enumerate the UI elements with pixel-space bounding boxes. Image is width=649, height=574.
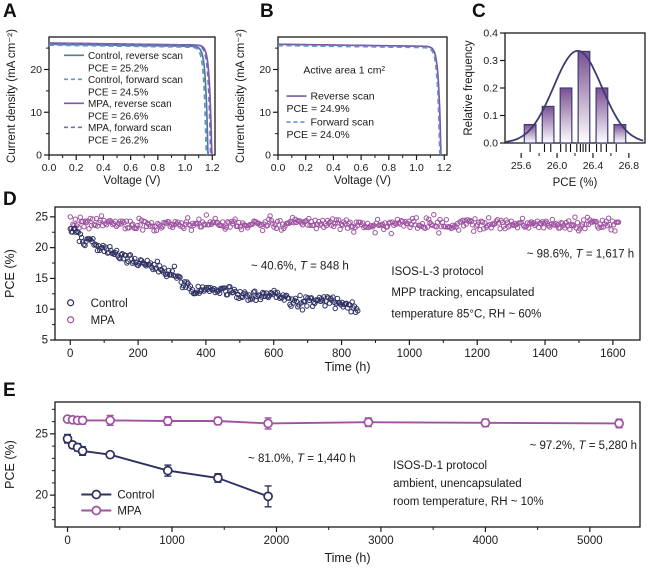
svg-text:0.4: 0.4 [326, 162, 341, 174]
svg-text:5: 5 [42, 335, 48, 347]
svg-text:0: 0 [67, 348, 73, 360]
svg-text:0.6: 0.6 [354, 162, 369, 174]
svg-text:1000: 1000 [159, 535, 185, 547]
svg-text:10: 10 [30, 107, 42, 119]
svg-text:ISOS-D-1 protocol: ISOS-D-1 protocol [393, 460, 487, 472]
svg-text:4000: 4000 [473, 535, 499, 547]
svg-text:Current density (mA cm⁻²): Current density (mA cm⁻²) [235, 29, 247, 163]
svg-text:MPP tracking, encapsulated: MPP tracking, encapsulated [391, 287, 534, 299]
svg-text:20: 20 [259, 64, 271, 76]
panel-b-label: B [260, 1, 274, 22]
svg-text:400: 400 [196, 348, 215, 360]
svg-text:0.0: 0.0 [483, 138, 498, 150]
svg-text:1200: 1200 [464, 348, 490, 360]
svg-text:0.8: 0.8 [382, 162, 397, 174]
svg-text:20: 20 [35, 242, 48, 254]
svg-text:MPA: MPA [117, 506, 141, 518]
svg-text:Control, forward scan: Control, forward scan [88, 75, 183, 86]
svg-text:Voltage (V): Voltage (V) [334, 175, 391, 187]
svg-text:0.4: 0.4 [96, 162, 111, 174]
svg-text:1400: 1400 [532, 348, 558, 360]
svg-text:~ 97.2%, T = 5,280 h: ~ 97.2%, T = 5,280 h [530, 440, 637, 452]
svg-text:15: 15 [35, 273, 48, 285]
svg-text:Current density (mA cm⁻²): Current density (mA cm⁻²) [6, 29, 18, 163]
svg-text:Control: Control [91, 298, 128, 310]
svg-text:1000: 1000 [397, 348, 423, 360]
svg-text:0.1: 0.1 [483, 110, 498, 122]
svg-text:26.8: 26.8 [619, 160, 640, 172]
svg-text:0.2: 0.2 [69, 162, 84, 174]
svg-text:3000: 3000 [368, 535, 394, 547]
svg-text:room temperature, RH ~ 10%: room temperature, RH ~ 10% [393, 496, 544, 508]
svg-text:20: 20 [35, 490, 48, 502]
svg-text:0.0: 0.0 [271, 162, 286, 174]
svg-text:0.6: 0.6 [123, 162, 138, 174]
svg-text:800: 800 [332, 348, 351, 360]
svg-text:PCE (%): PCE (%) [3, 249, 17, 298]
svg-text:Reverse scan: Reverse scan [310, 91, 374, 103]
svg-text:temperature 85°C, RH ~ 60%: temperature 85°C, RH ~ 60% [391, 308, 541, 320]
svg-text:PCE = 25.2%: PCE = 25.2% [88, 63, 148, 74]
svg-text:5000: 5000 [577, 535, 603, 547]
svg-text:1.0: 1.0 [178, 162, 193, 174]
svg-text:0.2: 0.2 [298, 162, 313, 174]
svg-text:Control: Control [117, 490, 154, 502]
panel-c-label: C [472, 1, 486, 22]
svg-text:25: 25 [35, 211, 48, 223]
svg-text:~ 81.0%, T = 1,440 h: ~ 81.0%, T = 1,440 h [248, 453, 355, 465]
svg-text:25: 25 [35, 428, 48, 440]
svg-text:1.2: 1.2 [205, 162, 220, 174]
svg-text:0: 0 [64, 535, 70, 547]
svg-text:26.0: 26.0 [547, 160, 568, 172]
svg-text:MPA, reverse scan: MPA, reverse scan [88, 99, 172, 110]
svg-text:Relative frequency: Relative frequency [463, 40, 475, 135]
svg-text:0.4: 0.4 [483, 28, 498, 40]
svg-text:PCE = 26.6%: PCE = 26.6% [88, 111, 148, 122]
svg-text:PCE (%): PCE (%) [3, 440, 17, 489]
svg-text:PCE = 26.2%: PCE = 26.2% [88, 135, 148, 146]
svg-text:Active area 1 cm²: Active area 1 cm² [303, 65, 385, 77]
svg-text:0: 0 [265, 150, 271, 162]
svg-text:Time (h): Time (h) [324, 551, 370, 565]
svg-text:PCE = 24.5%: PCE = 24.5% [88, 87, 148, 98]
panel-a-jv-chart: 0.0 0.2 0.4 0.6 0.8 1.0 1.2 0 10 20 Voltage (V) Cur… [6, 29, 220, 187]
panel-a-label: A [3, 1, 17, 22]
svg-text:10: 10 [35, 304, 48, 316]
svg-text:10: 10 [259, 107, 271, 119]
svg-text:Time (h): Time (h) [324, 360, 370, 374]
svg-text:ISOS-L-3 protocol: ISOS-L-3 protocol [391, 266, 483, 278]
panel-c-histogram-chart: 25.6 26.0 26.4 26.8 0.0 0.1 0.2 0.3 0.4 PCE (%) Re… [463, 28, 646, 189]
svg-text:1.0: 1.0 [409, 162, 424, 174]
svg-text:0.0: 0.0 [42, 162, 57, 174]
svg-text:MPA, forward scan: MPA, forward scan [88, 123, 172, 134]
panel-d-label: D [3, 189, 17, 210]
svg-text:0.8: 0.8 [151, 162, 166, 174]
svg-text:25.6: 25.6 [511, 160, 532, 172]
svg-text:Voltage (V): Voltage (V) [104, 175, 161, 187]
svg-text:MPA: MPA [91, 315, 115, 327]
svg-text:Control, reverse scan: Control, reverse scan [88, 51, 183, 62]
svg-text:0.2: 0.2 [483, 83, 498, 95]
svg-text:2000: 2000 [264, 535, 290, 547]
svg-text:ambient, unencapsulated: ambient, unencapsulated [393, 478, 522, 490]
svg-text:~ 98.6%, T = 1,617 h: ~ 98.6%, T = 1,617 h [527, 249, 634, 261]
svg-text:Forward scan: Forward scan [310, 117, 374, 129]
panel-e-stability-chart: 0 1000 2000 3000 4000 5000 20 25 Time (h) PCE (%)… [3, 401, 641, 565]
svg-text:26.4: 26.4 [583, 160, 604, 172]
svg-text:~ 40.6%, T = 848 h: ~ 40.6%, T = 848 h [251, 261, 349, 273]
svg-text:PCE = 24.9%: PCE = 24.9% [286, 103, 349, 115]
panel-b-jv-chart: 0.0 0.2 0.4 0.6 0.8 1.0 1.2 0 10 20 Voltage (V) Cur… [235, 29, 452, 187]
svg-text:1600: 1600 [600, 348, 626, 360]
svg-text:PCE (%): PCE (%) [553, 177, 598, 189]
svg-text:20: 20 [30, 64, 42, 76]
svg-text:0.3: 0.3 [483, 55, 498, 67]
svg-text:200: 200 [128, 348, 147, 360]
svg-text:600: 600 [264, 348, 283, 360]
svg-text:PCE = 24.0%: PCE = 24.0% [286, 129, 349, 141]
svg-text:0: 0 [36, 150, 42, 162]
svg-text:1.2: 1.2 [437, 162, 452, 174]
panel-e-label: E [3, 380, 16, 401]
panel-d-stability-chart: 0 200 400 600 800 1000 1200 1400 1600 5 10 15 20 25 Ti… [3, 206, 641, 374]
